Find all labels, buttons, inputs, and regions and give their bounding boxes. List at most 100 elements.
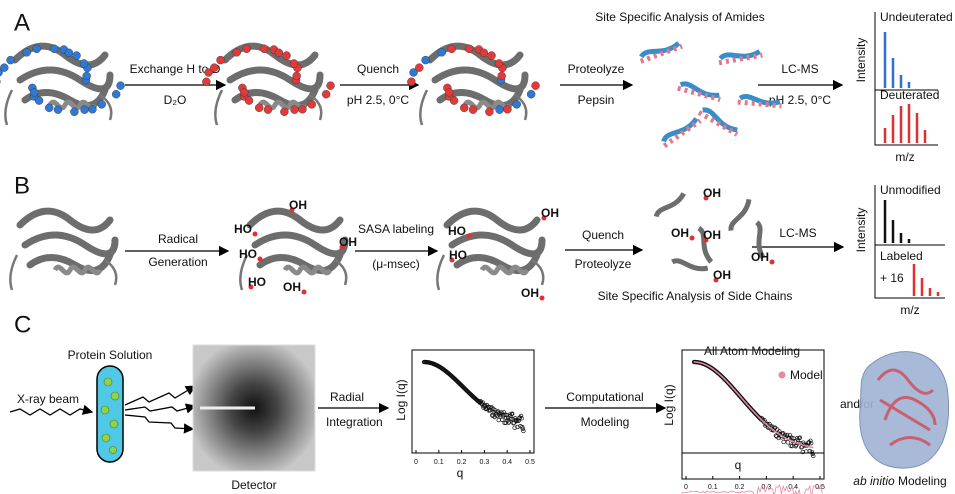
step-top: Computational xyxy=(566,390,643,404)
oh-site xyxy=(690,236,695,241)
label-italic: ab initio xyxy=(853,474,895,488)
peptide-dots xyxy=(699,112,737,134)
oh-site xyxy=(467,234,472,239)
atom xyxy=(23,48,31,56)
hydroxyl-label: OH xyxy=(339,235,357,249)
axis-label: q xyxy=(735,458,742,472)
protein xyxy=(407,45,539,125)
axis-label: m/z xyxy=(900,303,919,317)
helix xyxy=(285,267,330,273)
beam xyxy=(10,409,92,415)
atom xyxy=(81,106,89,114)
ribbon xyxy=(20,211,115,271)
protein xyxy=(10,211,116,290)
data-point xyxy=(522,429,526,433)
panel-label: B xyxy=(14,172,30,199)
residuals xyxy=(682,485,822,494)
atom xyxy=(465,45,473,53)
atom xyxy=(202,78,210,86)
caption: Site Specific Analysis of Side Chains xyxy=(598,289,793,303)
peptide-fragment xyxy=(662,117,697,144)
step-top: Quench xyxy=(582,228,624,242)
step-bottom: Generation xyxy=(148,255,207,269)
atom xyxy=(438,48,446,56)
peptide-fragment xyxy=(672,260,708,270)
atom xyxy=(495,60,503,68)
atom xyxy=(50,45,58,53)
atom xyxy=(327,82,335,90)
atom xyxy=(260,45,268,53)
step-top: Radical xyxy=(158,232,198,246)
hydroxyl-label: OH xyxy=(541,206,559,220)
atom xyxy=(322,90,330,98)
spectrum-label: Unmodified xyxy=(880,183,941,197)
atom xyxy=(35,97,43,105)
atom xyxy=(243,45,251,53)
data-point xyxy=(786,441,790,445)
step-top: Radial xyxy=(330,390,364,404)
x-tick-label: 0.4 xyxy=(788,484,798,491)
step-top: Proteolyze xyxy=(568,62,625,76)
x-tick-label: 0.2 xyxy=(735,484,745,491)
hydroxyl-label: OH xyxy=(703,186,721,200)
peptide-fragment xyxy=(702,108,739,132)
legend-label: Model xyxy=(790,368,823,382)
spectrum: Undeuterated Deuterated Intensity m/z xyxy=(854,10,953,164)
atom xyxy=(298,105,306,113)
step-bottom: pH 2.5, 0°C xyxy=(347,93,409,107)
atom xyxy=(45,104,53,112)
hydroxyl-label: OH xyxy=(703,228,721,242)
oh-site xyxy=(770,260,775,265)
atom xyxy=(513,100,521,108)
atom xyxy=(117,82,125,90)
data-point xyxy=(811,454,815,458)
atom xyxy=(275,49,283,57)
hydroxyl-label: OH xyxy=(289,198,307,212)
scatter-arrows xyxy=(125,386,195,429)
atom xyxy=(488,52,496,60)
spectrum-label: Undeuterated xyxy=(880,10,953,24)
step-top: Quench xyxy=(357,62,399,76)
atom xyxy=(88,105,96,113)
sample-tube xyxy=(97,366,123,462)
atom xyxy=(30,88,38,96)
spectrum: Unmodified Labeled + 16 Intensity m/z xyxy=(854,183,945,317)
hydroxyl-label: HO xyxy=(448,224,466,238)
panel-label: C xyxy=(14,311,31,338)
atom xyxy=(460,104,468,112)
label-rest: Modeling xyxy=(895,474,947,488)
step-bottom: Proteolyze xyxy=(575,257,632,271)
atom xyxy=(532,82,540,90)
caption: Site Specific Analysis of Amides xyxy=(595,10,764,24)
hydroxyl-label: OH xyxy=(283,280,301,294)
atom xyxy=(54,106,62,114)
atom xyxy=(527,90,535,98)
step-bottom: Modeling xyxy=(581,415,630,429)
spectrum-label: + 16 xyxy=(880,271,904,285)
panel-label: A xyxy=(14,9,30,36)
atom xyxy=(80,60,88,68)
oh-site xyxy=(540,296,545,301)
saxs-fit-plot: All Atom Modeling Model Log I(q) q xyxy=(662,344,824,479)
atom xyxy=(480,49,488,57)
atom xyxy=(485,108,493,116)
oh-site xyxy=(302,290,307,295)
atom xyxy=(415,64,423,72)
ab-initio-label: ab initio Modeling xyxy=(853,474,946,488)
atom xyxy=(290,60,298,68)
protein xyxy=(0,45,125,125)
x-tick-label: 0.2 xyxy=(457,459,467,466)
hydroxyl-label: HO xyxy=(234,222,252,236)
atom xyxy=(210,64,218,72)
peptide-fragment xyxy=(640,41,679,59)
step-bottom: (μ-msec) xyxy=(372,257,420,271)
x-tick-label: 0.4 xyxy=(502,459,512,466)
atom xyxy=(0,64,8,72)
axis-label: Log I(q) xyxy=(662,384,676,425)
detector-label: Detector xyxy=(231,478,276,492)
atom xyxy=(245,97,253,105)
x-tick-label: 0.1 xyxy=(708,484,718,491)
atom xyxy=(498,72,506,80)
atom xyxy=(283,52,291,60)
x-tick-label: 0.5 xyxy=(525,459,535,466)
